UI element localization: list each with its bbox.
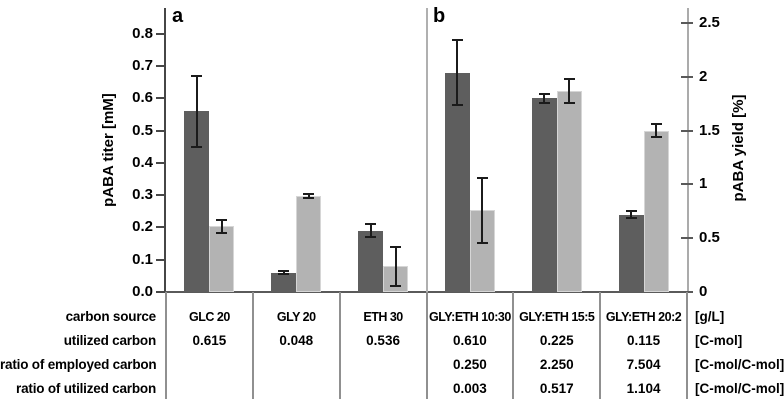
- table-cell: [253, 377, 340, 401]
- table-column-header: ETH 30: [363, 310, 403, 324]
- table-column-header: GLC 20: [189, 310, 230, 324]
- error-cap-bottom: [563, 101, 575, 104]
- table-cell: [166, 353, 253, 377]
- error-cap-top: [191, 74, 203, 77]
- error-whisker: [481, 177, 484, 243]
- table-cell: 0.003: [453, 381, 487, 396]
- error-cap-bottom: [476, 241, 488, 244]
- left-axis-title: pABA titer [mM]: [100, 93, 117, 207]
- bar-paba-yield-6: [643, 130, 669, 292]
- table-column-border: [251, 292, 254, 399]
- error-cap-bottom: [365, 236, 377, 239]
- table-row-label: ratio of utilized carbon: [16, 381, 156, 396]
- table-cell: 1.104: [626, 381, 661, 396]
- table-cell: 0.225: [539, 333, 574, 348]
- error-cap-bottom: [625, 216, 637, 219]
- error-whisker: [630, 211, 633, 218]
- table-column-header: GLY:ETH 15:5: [519, 310, 595, 324]
- error-whisker: [568, 79, 571, 103]
- table-cell: 0.610: [453, 333, 487, 348]
- right-axis-title: pABA yield [%]: [730, 94, 747, 202]
- error-whisker: [195, 75, 198, 147]
- error-whisker: [456, 40, 459, 105]
- error-cap-bottom: [650, 136, 662, 139]
- error-whisker: [220, 219, 223, 233]
- bar-paba-yield-5: [556, 90, 582, 292]
- table-cell: [340, 353, 427, 377]
- error-cap-top: [625, 210, 637, 213]
- table-row-label: carbon source: [65, 309, 157, 324]
- error-cap-top: [538, 92, 550, 95]
- bar-paba-titer-3: [358, 230, 384, 292]
- table-column-border: [165, 292, 167, 399]
- panel-label-b: b: [433, 5, 446, 27]
- table-cell: [253, 353, 340, 377]
- error-cap-bottom: [390, 284, 402, 287]
- table-cell: 7.504: [626, 357, 661, 372]
- bar-paba-titer-4: [444, 72, 470, 292]
- error-cap-bottom: [216, 231, 228, 234]
- left-axis-line: [164, 8, 166, 292]
- plot-area: [166, 8, 687, 292]
- panel-divider-line: [426, 8, 428, 292]
- error-whisker: [394, 246, 397, 286]
- error-cap-top: [650, 123, 662, 126]
- error-whisker: [543, 93, 546, 104]
- table-column-border: [425, 292, 428, 399]
- table-column-border: [338, 292, 341, 399]
- error-cap-top: [451, 39, 463, 42]
- table-cell: 0.517: [539, 381, 574, 396]
- table-column-header: GLY:ETH 10:30: [429, 310, 511, 324]
- error-whisker: [369, 224, 372, 238]
- error-cap-bottom: [191, 145, 203, 148]
- error-cap-bottom: [303, 197, 315, 200]
- table-column-border: [512, 292, 515, 399]
- bar-paba-yield-1: [209, 226, 235, 292]
- table-column-header: GLY:ETH 20:2: [605, 310, 682, 324]
- bar-paba-yield-2: [296, 196, 322, 292]
- table-cell: 0.115: [627, 333, 661, 348]
- table-cell: 0.615: [192, 333, 227, 348]
- bar-paba-titer-5: [531, 98, 557, 292]
- error-whisker: [655, 124, 658, 138]
- error-cap-bottom: [451, 103, 463, 106]
- error-cap-top: [278, 270, 290, 273]
- table-cell: 0.250: [453, 357, 487, 372]
- table-column-border: [686, 292, 688, 399]
- error-cap-top: [476, 176, 488, 179]
- table-unit-label: [g/L]: [695, 309, 725, 324]
- table-column-border: [599, 292, 602, 399]
- table-row-label: ratio of employed carbon: [0, 357, 157, 372]
- error-whisker: [307, 194, 310, 199]
- error-cap-top: [216, 218, 228, 221]
- table-cell: [340, 377, 427, 401]
- error-cap-top: [365, 223, 377, 226]
- table-unit-label: [C-mol/C-mol]: [695, 381, 784, 396]
- error-whisker: [282, 271, 285, 275]
- error-cap-top: [390, 245, 402, 248]
- error-cap-top: [303, 193, 315, 196]
- table-cell: 0.048: [279, 333, 314, 348]
- table-cell: 0.536: [366, 333, 400, 348]
- bar-paba-titer-6: [618, 214, 644, 292]
- table-unit-label: [C-mol/C-mol]: [695, 357, 784, 372]
- panel-label-a: a: [172, 5, 184, 27]
- error-cap-bottom: [538, 102, 550, 105]
- table-unit-label: [C-mol]: [695, 333, 743, 348]
- table-cell: [166, 377, 253, 401]
- table-row-label: utilized carbon: [63, 333, 156, 348]
- table-column-header: GLY 20: [276, 310, 316, 324]
- error-cap-bottom: [278, 273, 290, 276]
- error-cap-top: [563, 78, 575, 80]
- bar-paba-titer-2: [271, 272, 297, 292]
- table-cell: 2.250: [539, 357, 574, 372]
- right-axis-line: [687, 8, 689, 292]
